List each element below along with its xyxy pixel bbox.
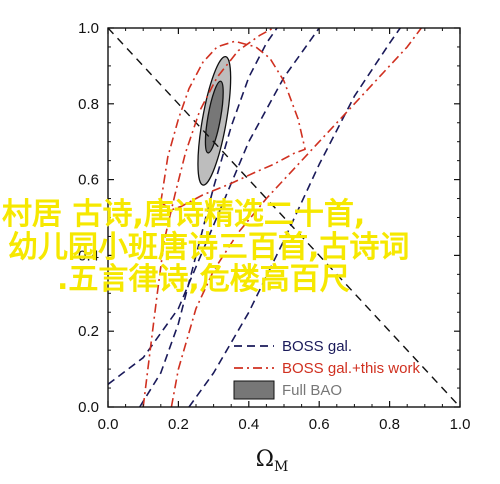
x-axis-label-subscript: M [274, 459, 288, 475]
y-tick-labels: 0.0 0.2 0.4 0.6 0.8 1.0 [78, 20, 99, 416]
y-tick-label: 0.2 [78, 323, 99, 340]
x-tick-label: 0.8 [379, 416, 400, 433]
series-0-contour-0 [108, 28, 320, 385]
plot-area [108, 28, 460, 407]
overlay-line-3: .五言律诗,危楼高百尺 [57, 262, 350, 297]
axis-ticks [107, 27, 461, 408]
series-0-contour-2 [188, 28, 401, 407]
series-1-contour-1 [142, 28, 274, 407]
flat-universe-line [108, 28, 460, 407]
x-tick-label: 0.6 [309, 416, 330, 433]
legend-label: Full BAO [282, 382, 342, 399]
bao-inner-contour [204, 80, 224, 154]
overlay-line-1: 村居 古诗,唐诗精选二十首, [2, 197, 365, 232]
legend-swatch-filled [233, 380, 275, 400]
x-tick-label: 0.2 [168, 416, 189, 433]
x-tick-label: 0.0 [98, 416, 119, 433]
x-axis-label: ΩM [256, 447, 289, 475]
legend-label: BOSS gal.+this work [282, 360, 420, 377]
series-1-contour-2 [170, 28, 422, 407]
y-tick-label: 0.8 [78, 96, 99, 113]
overlay-text: 村居 古诗,唐诗精选二十首, 幼儿园小班唐诗三百首,古诗词 .五言律诗,危楼高百… [2, 197, 409, 297]
x-tick-labels: 0.0 0.2 0.4 0.6 0.8 1.0 [98, 416, 471, 433]
series-0-contour-1 [139, 28, 278, 407]
legend: BOSS gal. BOSS gal.+this work Full BAO [233, 338, 420, 400]
y-tick-label: 0.6 [78, 172, 99, 189]
overlay-line-2: 幼儿园小班唐诗三百首,古诗词 [8, 230, 409, 265]
x-tick-label: 0.4 [238, 416, 259, 433]
y-tick-label: 1.0 [78, 20, 99, 37]
y-tick-label: 0.0 [78, 399, 99, 416]
series-1-contour-0 [160, 40, 306, 211]
x-tick-label: 1.0 [450, 416, 471, 433]
y-tick-label: 0.4 [78, 247, 99, 264]
legend-label: BOSS gal. [282, 338, 352, 355]
